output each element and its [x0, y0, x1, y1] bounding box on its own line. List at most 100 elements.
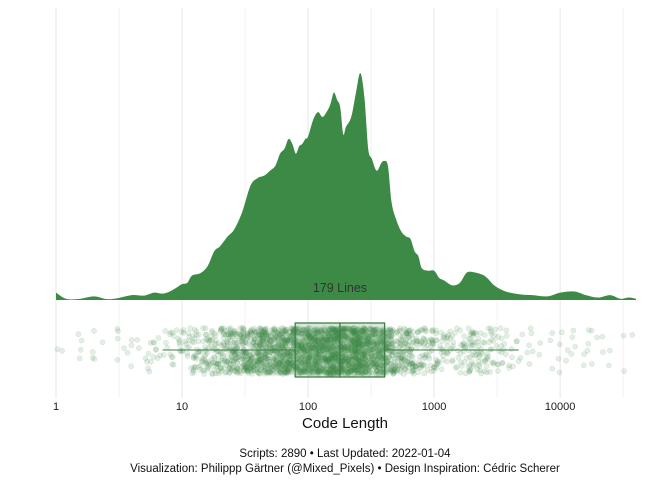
data-point: [376, 351, 383, 358]
data-point: [410, 362, 417, 369]
data-point: [367, 338, 374, 345]
data-point: [281, 367, 287, 374]
data-point: [251, 346, 258, 352]
data-point: [332, 360, 339, 367]
data-point: [402, 357, 409, 364]
data-point: [476, 352, 483, 358]
data-point: [268, 338, 275, 345]
data-point: [375, 364, 382, 371]
data-point: [315, 348, 321, 355]
data-point: [307, 344, 314, 350]
data-point: [462, 343, 468, 350]
data-point: [363, 344, 370, 351]
data-point: [331, 327, 338, 334]
data-point: [351, 343, 358, 349]
data-point: [569, 334, 576, 341]
data-point: [429, 340, 435, 347]
data-point: [281, 369, 288, 375]
data-point: [310, 362, 317, 369]
data-point: [305, 359, 312, 366]
data-point: [248, 353, 254, 359]
data-point: [178, 329, 185, 335]
data-point: [400, 353, 406, 359]
data-point: [297, 364, 303, 371]
data-point: [466, 362, 473, 368]
data-point: [321, 325, 328, 331]
data-point: [370, 326, 377, 333]
data-point: [332, 350, 339, 357]
data-point: [321, 369, 328, 375]
data-point: [450, 343, 456, 349]
data-point: [250, 339, 257, 346]
data-point: [257, 336, 264, 343]
data-point: [373, 368, 380, 375]
data-point: [256, 332, 263, 339]
data-point: [280, 325, 287, 332]
data-point: [282, 343, 289, 350]
data-point: [364, 338, 370, 345]
data-point: [400, 337, 406, 343]
data-point: [343, 347, 349, 353]
data-point: [228, 354, 235, 360]
data-point: [331, 337, 338, 344]
data-point: [555, 355, 562, 362]
data-point: [284, 367, 291, 374]
data-point: [356, 369, 362, 375]
data-point: [260, 337, 266, 343]
data-point: [485, 353, 491, 360]
data-point: [268, 333, 274, 340]
data-point: [208, 333, 214, 340]
data-point: [414, 329, 421, 336]
data-point: [215, 360, 222, 367]
data-point: [258, 360, 265, 366]
data-point: [349, 337, 356, 344]
data-point: [306, 355, 313, 362]
data-point: [309, 342, 316, 349]
data-point: [388, 368, 395, 374]
data-point: [457, 359, 464, 366]
data-point: [351, 347, 358, 354]
data-point: [333, 365, 340, 372]
data-point: [359, 355, 366, 362]
data-point: [355, 364, 361, 370]
data-point: [187, 325, 194, 331]
data-point: [297, 338, 304, 345]
data-point: [399, 359, 405, 365]
data-point: [251, 337, 258, 343]
data-point: [361, 340, 368, 347]
data-point: [229, 354, 236, 361]
data-point: [318, 335, 325, 342]
data-point: [224, 352, 231, 358]
data-point: [266, 363, 273, 370]
data-point: [346, 325, 353, 332]
data-point: [351, 331, 358, 337]
data-point: [350, 337, 356, 344]
data-point: [277, 361, 284, 367]
data-point: [286, 337, 293, 344]
data-point: [405, 355, 411, 362]
data-point: [308, 334, 314, 340]
data-point: [225, 340, 231, 347]
data-point: [317, 354, 324, 361]
data-point: [267, 336, 274, 343]
data-point: [314, 330, 321, 336]
data-point: [303, 369, 310, 376]
data-point: [372, 363, 379, 370]
data-point: [300, 353, 307, 360]
data-point: [374, 357, 380, 363]
data-point: [228, 331, 234, 338]
data-point: [362, 326, 369, 332]
data-point: [316, 359, 323, 365]
data-point: [397, 327, 404, 334]
data-point: [323, 353, 330, 360]
data-point: [410, 367, 417, 374]
data-point: [476, 363, 483, 369]
data-point: [278, 334, 285, 341]
data-point: [330, 357, 337, 364]
data-point: [391, 349, 398, 355]
data-point: [244, 336, 251, 342]
data-point: [353, 336, 360, 343]
data-point: [358, 341, 365, 347]
data-point: [324, 346, 331, 352]
data-point: [318, 341, 325, 348]
